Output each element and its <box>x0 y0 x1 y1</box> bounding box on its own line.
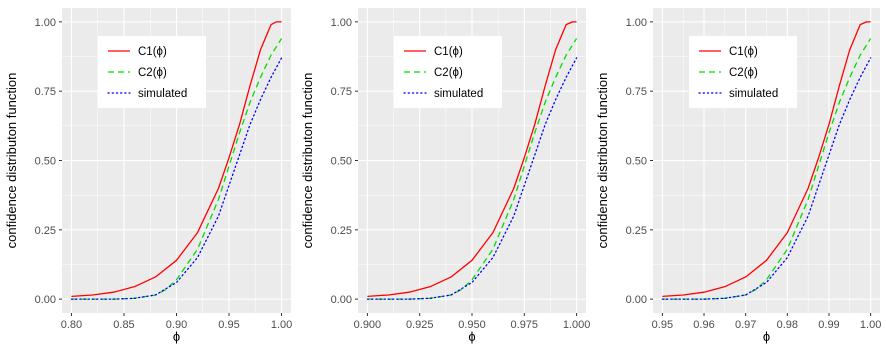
x-tick-label: 0.90 <box>166 319 187 331</box>
y-axis-label: confidence distributon function <box>595 73 610 249</box>
legend-label: C2(ϕ) <box>434 67 463 79</box>
legend-label: simulated <box>729 88 778 100</box>
legend-box <box>689 36 797 108</box>
y-tick-label: 0.25 <box>331 225 352 237</box>
legend-box <box>394 36 502 108</box>
x-tick-label: 1.00 <box>860 319 881 331</box>
x-tick-label: 0.80 <box>61 319 82 331</box>
series-line-c1- <box>367 21 577 298</box>
chart-panel-3: 0.00 0.25 0.50 0.75 1.00 0.95 0.96 0.97 0.98 0.99… <box>595 8 881 344</box>
legend-label: C2(ϕ) <box>729 67 758 79</box>
y-tick-label: 1.00 <box>626 17 647 29</box>
x-tick-label: 0.98 <box>777 319 798 331</box>
x-axis-label: ϕ <box>763 329 770 344</box>
y-tick-label: 1.00 <box>331 17 352 29</box>
y-tick-label: 0.75 <box>626 86 647 98</box>
y-tick-label: 1.00 <box>35 17 56 29</box>
y-tick-label: 0.00 <box>35 294 56 306</box>
y-tick-label: 0.25 <box>626 225 647 237</box>
series-line-c1- <box>71 21 282 298</box>
y-axis-label: confidence distributon function <box>300 73 315 249</box>
y-tick-label: 0.50 <box>331 156 352 168</box>
legend: C1(ϕ) C2(ϕ) simulated <box>689 36 797 108</box>
x-tick-label: 0.96 <box>693 319 714 331</box>
series-line-c1- <box>662 21 871 298</box>
y-tick-label: 0.50 <box>626 156 647 168</box>
x-tick-label: 1.00 <box>271 319 292 331</box>
legend-label: simulated <box>434 88 483 100</box>
series-line-simulated <box>661 57 872 300</box>
x-tick-label: 0.95 <box>652 319 673 331</box>
y-tick-label: 0.75 <box>35 86 56 98</box>
legend-box <box>98 36 206 108</box>
legend-label: C1(ϕ) <box>729 46 758 58</box>
x-tick-label: 0.99 <box>818 319 839 331</box>
x-tick-label: 1.000 <box>563 319 591 331</box>
y-tick-label: 0.00 <box>626 294 647 306</box>
x-axis-label: ϕ <box>468 329 475 344</box>
y-tick-label: 0.25 <box>35 225 56 237</box>
x-tick-label: 0.950 <box>458 319 486 331</box>
y-tick-label: 0.75 <box>331 86 352 98</box>
series-line-c2- <box>71 38 283 300</box>
x-axis-label: ϕ <box>173 329 180 344</box>
x-tick-label: 0.95 <box>218 319 239 331</box>
legend: C1(ϕ) C2(ϕ) simulated <box>98 36 206 108</box>
y-axis-label: confidence distributon function <box>4 73 19 249</box>
series-line-c2- <box>662 38 872 300</box>
legend: C1(ϕ) C2(ϕ) simulated <box>394 36 502 108</box>
legend-label: C1(ϕ) <box>138 46 167 58</box>
chart-panel-2: 0.00 0.25 0.50 0.75 1.00 0.900 0.925 0.950 0.975… <box>300 8 590 344</box>
legend-label: simulated <box>138 88 187 100</box>
legend-label: C2(ϕ) <box>138 67 167 79</box>
legend-label: C1(ϕ) <box>434 46 463 58</box>
series-line-c2- <box>367 38 578 300</box>
x-tick-label: 0.925 <box>406 319 434 331</box>
y-tick-label: 0.50 <box>35 156 56 168</box>
series-line-simulated <box>70 57 283 300</box>
y-tick-label: 0.00 <box>331 294 352 306</box>
x-tick-label: 0.900 <box>354 319 382 331</box>
x-tick-label: 0.97 <box>735 319 756 331</box>
series-line-simulated <box>366 57 578 300</box>
x-tick-label: 0.85 <box>113 319 134 331</box>
chart-panel-1: 0.00 0.25 0.50 0.75 1.00 0.80 0.85 0.90 0.95 1.00… <box>4 8 292 344</box>
x-tick-label: 0.975 <box>511 319 539 331</box>
